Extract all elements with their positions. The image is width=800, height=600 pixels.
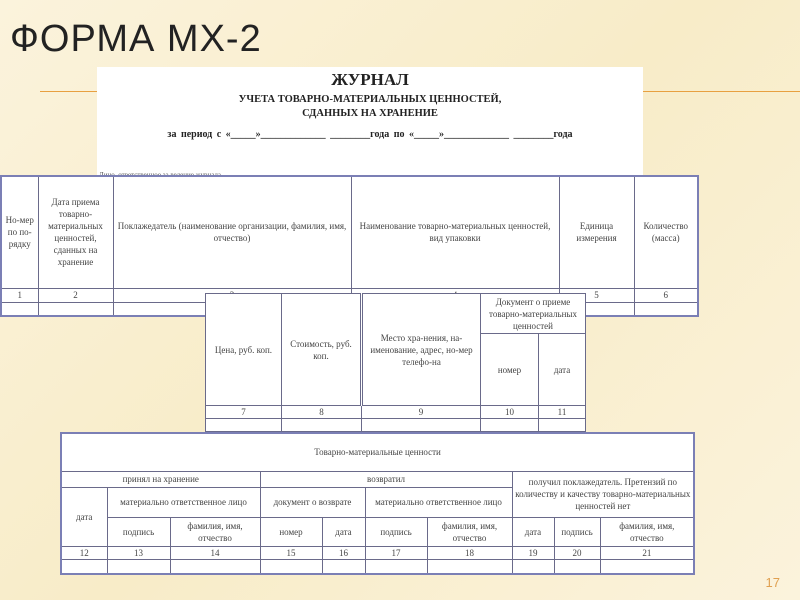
group-returned: возвратил <box>259 470 513 488</box>
header-cell: Но-мер по по-рядку <box>0 175 39 289</box>
header-cell: Количество (масса) <box>633 175 699 289</box>
header-cell: дата <box>60 486 108 547</box>
column-number: 19 <box>511 545 555 560</box>
column-number: 8 <box>281 405 362 419</box>
journal-period: за период с «_____»_____________ _______… <box>167 129 573 140</box>
group-accepted: принял на хранение <box>60 470 261 488</box>
empty-cell <box>60 558 108 575</box>
header-cell: материально ответственное лицо <box>106 486 261 518</box>
decorative-rule-right <box>643 91 800 92</box>
empty-cell <box>553 558 601 575</box>
journal-table-part-2: Цена, руб. коп. Стоимость, руб. коп. Мес… <box>205 293 587 432</box>
empty-cell <box>169 558 261 575</box>
header-cell: фамилия, имя, отчество <box>426 516 513 547</box>
journal-title: ЖУРНАЛ <box>331 70 409 89</box>
column-number: 21 <box>599 545 695 560</box>
column-number: 16 <box>321 545 366 560</box>
empty-cell <box>321 558 366 575</box>
header-cell: подпись <box>553 516 601 547</box>
column-number: 13 <box>106 545 171 560</box>
slide-title: ФОРМА МХ-2 <box>10 18 262 60</box>
column-number: 9 <box>361 405 481 419</box>
column-number: 10 <box>480 405 539 419</box>
header-cell: подпись <box>364 516 428 547</box>
empty-cell <box>37 301 114 317</box>
journal-header: ЖУРНАЛ УЧЕТА ТОВАРНО-МАТЕРИАЛЬНЫХ ЦЕННОС… <box>97 67 643 179</box>
empty-cell <box>537 418 587 432</box>
header-cell: Поклажедатель (наименование организации,… <box>112 175 352 289</box>
header-cell: Стоимость, руб. коп. <box>281 293 362 406</box>
column-number: 11 <box>537 405 587 419</box>
column-number: 2 <box>37 287 114 303</box>
empty-cell <box>426 558 513 575</box>
column-number: 18 <box>426 545 513 560</box>
header-cell: Документ о приеме товарно-материальных ц… <box>479 293 587 334</box>
empty-cell <box>0 301 39 317</box>
header-cell: документ о возврате <box>259 486 366 518</box>
header-cell: дата <box>511 516 555 547</box>
empty-cell <box>364 558 428 575</box>
empty-cell <box>259 558 323 575</box>
column-number: 1 <box>0 287 39 303</box>
table3-title: Товарно-материальные ценности <box>61 432 695 472</box>
header-cell: Наименование товарно-материальных ценнос… <box>350 175 560 289</box>
column-number: 17 <box>364 545 428 560</box>
header-cell: материально ответственное лицо <box>364 486 513 518</box>
header-cell: фамилия, имя, отчество <box>169 516 261 547</box>
page-number: 17 <box>765 575 780 590</box>
empty-cell <box>633 301 699 317</box>
header-cell: Единица измерения <box>558 175 635 289</box>
column-number: 7 <box>205 405 282 419</box>
column-number: 15 <box>259 545 323 560</box>
empty-cell <box>511 558 555 575</box>
header-cell: Место хра-нения, на-именование, адрес, н… <box>360 293 481 406</box>
empty-cell <box>281 418 362 432</box>
column-number: 12 <box>60 545 108 560</box>
header-cell: Цена, руб. коп. <box>205 293 282 406</box>
group-received: получил поклажедатель. Претензий по коли… <box>511 470 695 518</box>
header-cell: Дата приема товарно-материальных ценност… <box>37 175 114 289</box>
header-cell: номер <box>259 516 323 547</box>
column-number: 6 <box>633 287 699 303</box>
empty-cell <box>361 418 481 432</box>
empty-cell <box>480 418 539 432</box>
header-cell: дата <box>321 516 366 547</box>
decorative-rule-left <box>40 91 98 92</box>
header-cell: номер <box>480 333 539 406</box>
header-cell: подпись <box>106 516 171 547</box>
column-number: 20 <box>553 545 601 560</box>
empty-cell <box>205 418 282 432</box>
empty-cell <box>599 558 695 575</box>
journal-subtitle-1: УЧЕТА ТОВАРНО-МАТЕРИАЛЬНЫХ ЦЕННОСТЕЙ, <box>238 94 502 105</box>
empty-cell <box>106 558 171 575</box>
column-number: 14 <box>169 545 261 560</box>
journal-table-part-3: Товарно-материальные ценности принял на … <box>60 432 696 575</box>
journal-subtitle-2: СДАННЫХ НА ХРАНЕНИЕ <box>302 108 438 119</box>
header-cell: дата <box>537 333 587 406</box>
header-cell: фамилия, имя, отчество <box>599 516 695 547</box>
